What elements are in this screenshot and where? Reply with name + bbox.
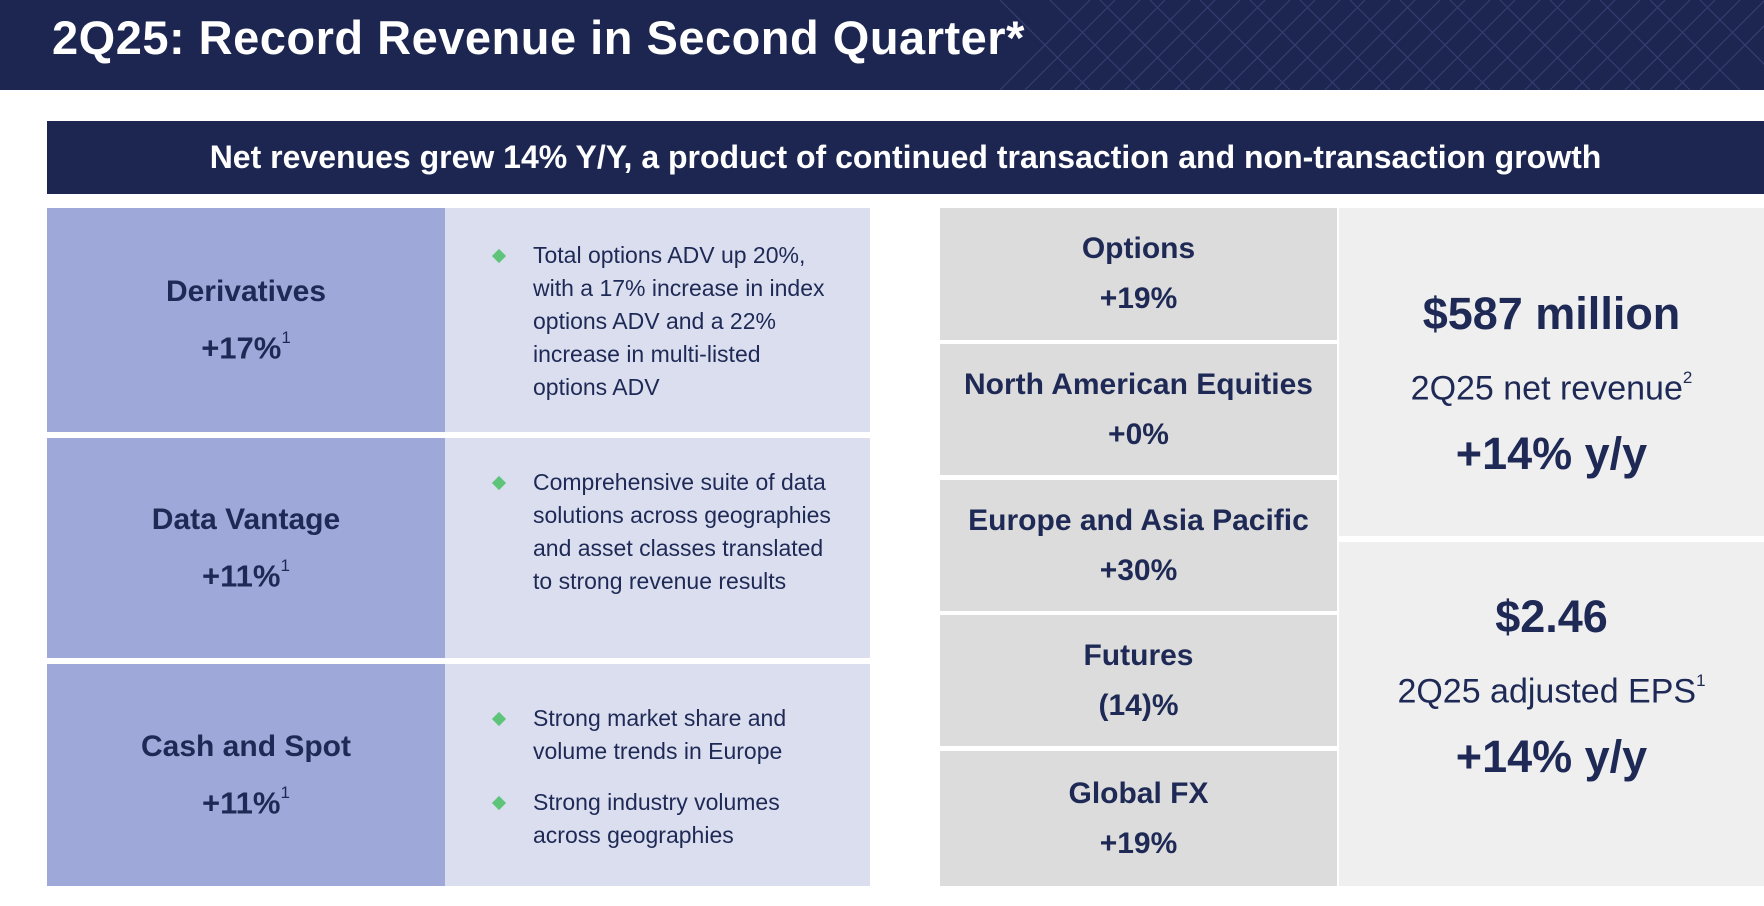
bullet-item: Comprehensive suite of data solutions ac… (491, 466, 870, 598)
region-europe-asia-pacific: Europe and Asia Pacific +30% (940, 480, 1337, 611)
region-change: (14)% (1098, 688, 1179, 722)
summary-banner: Net revenues grew 14% Y/Y, a product of … (47, 121, 1764, 194)
region-change: +19% (1099, 282, 1178, 315)
metric-value: $2.46 (1495, 591, 1608, 642)
segment-name: Cash and Spot (140, 729, 351, 763)
segment-details: Total options ADV up 20%, with a 17% inc… (445, 208, 870, 432)
footnote-marker: 1 (281, 327, 291, 347)
metric-label: 2Q25 net revenue2 (1410, 368, 1693, 408)
segment-details: Strong market share and volume trends in… (445, 664, 870, 886)
metric-change: +14% y/y (1455, 428, 1648, 480)
metric-change: +14% y/y (1455, 731, 1648, 783)
segment-header: Derivatives +17%1 (47, 208, 445, 432)
footnote-marker: 1 (280, 782, 290, 802)
region-name: Global FX (1068, 776, 1209, 810)
footnote-marker: 1 (280, 555, 290, 575)
segment-change: +17%1 (201, 327, 291, 366)
metric-value: $587 million (1422, 288, 1681, 339)
segment-details: Comprehensive suite of data solutions ac… (445, 438, 870, 658)
segment-data-vantage: Data Vantage +11%1 Comprehensive suite o… (47, 438, 870, 658)
segment-change: +11%1 (202, 782, 290, 821)
diamond-bullet-icon (491, 475, 507, 491)
segment-derivatives: Derivatives +17%1 Total options ADV up 2… (47, 208, 870, 432)
region-change: +30% (1099, 553, 1178, 587)
segment-header: Cash and Spot +11%1 (47, 664, 445, 886)
region-name: Options (1081, 232, 1196, 265)
metric-net-revenue: $587 million 2Q25 net revenue2 +14% y/y (1339, 208, 1764, 536)
diamond-bullet-icon (491, 711, 507, 727)
page-title: 2Q25: Record Revenue in Second Quarter* (52, 11, 1025, 64)
region-options: Options +19% (940, 208, 1337, 340)
segment-name: Data Vantage (151, 502, 341, 536)
region-name: Europe and Asia Pacific (968, 503, 1309, 537)
region-name: Futures (1083, 638, 1194, 672)
segment-cash-and-spot: Cash and Spot +11%1 Strong market share … (47, 664, 870, 886)
bullet-item: Strong market share and volume trends in… (491, 702, 870, 768)
region-futures: Futures (14)% (940, 615, 1337, 746)
bullet-item: Strong industry volumes across geographi… (491, 786, 870, 852)
footnote-marker: 2 (1682, 368, 1693, 387)
region-change: +19% (1099, 826, 1178, 860)
header-diagonal-pattern (999, 0, 1764, 90)
region-name: North American Equities (964, 367, 1313, 401)
segment-name: Derivatives (165, 274, 327, 308)
bullet-item: Total options ADV up 20%, with a 17% inc… (491, 239, 870, 404)
header-bar: 2Q25: Record Revenue in Second Quarter* (0, 0, 1764, 90)
region-north-american-equities: North American Equities +0% (940, 344, 1337, 475)
region-global-fx: Global FX +19% (940, 751, 1337, 886)
diamond-bullet-icon (491, 795, 507, 811)
metric-label: 2Q25 adjusted EPS1 (1397, 671, 1706, 711)
footnote-marker: 1 (1696, 671, 1706, 690)
metric-adjusted-eps: $2.46 2Q25 adjusted EPS1 +14% y/y (1339, 542, 1764, 886)
segment-header: Data Vantage +11%1 (47, 438, 445, 658)
diamond-bullet-icon (491, 248, 507, 264)
segment-change: +11%1 (202, 555, 290, 594)
region-change: +0% (1108, 417, 1169, 451)
